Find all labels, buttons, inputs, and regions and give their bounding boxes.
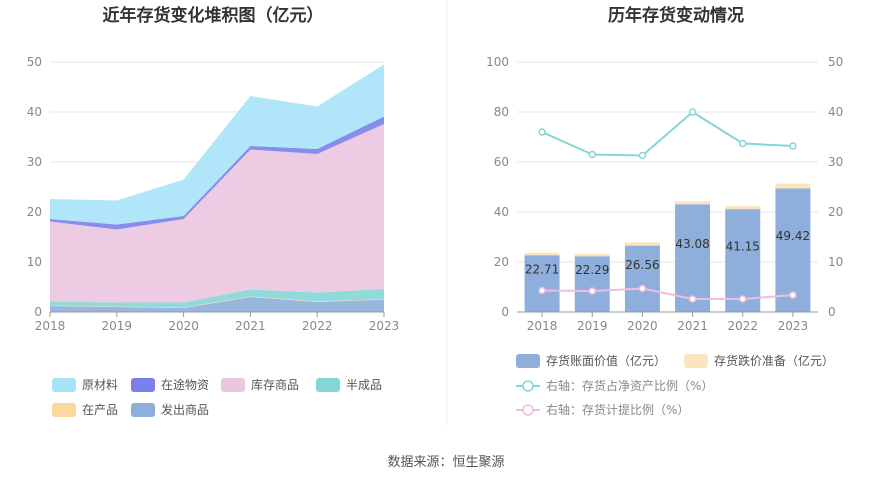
- right-right-y-tick-label: 30: [828, 155, 843, 169]
- left-x-tick-label: 2018: [35, 319, 66, 333]
- legend-swatch: [221, 378, 245, 392]
- legend-label: 在产品: [82, 403, 118, 417]
- right-chart-title: 历年存货变动情况: [608, 5, 744, 26]
- right-chart-grid: [517, 61, 818, 313]
- right-left-y-tick-label: 80: [494, 105, 509, 119]
- right-left-y-tick-label: 20: [494, 255, 509, 269]
- legend-label: 发出商品: [161, 402, 209, 417]
- line-point: [638, 151, 647, 160]
- bar-impairment: [775, 183, 811, 189]
- legend-swatch: [684, 354, 708, 368]
- line-point: [739, 139, 747, 148]
- line-point: [588, 150, 596, 159]
- right-x-tick-label: 2021: [677, 319, 708, 333]
- line-point: [588, 287, 596, 295]
- line-point: [538, 286, 546, 295]
- area-series-0: [50, 297, 384, 312]
- right-left-y-tick-label: 40: [494, 205, 509, 219]
- area-series-1: [50, 296, 384, 308]
- left-x-tick-label: 2019: [102, 319, 133, 333]
- area-series-3: [50, 124, 384, 303]
- right-left-y-tick-label: 60: [494, 155, 509, 169]
- left-y-tick-label: 10: [27, 255, 42, 269]
- line-series-3: [542, 287, 793, 300]
- bar-value-label: 41.15: [726, 240, 760, 254]
- right-right-y-tick-label: 20: [828, 205, 843, 219]
- legend-marker: [522, 404, 534, 416]
- left-chart-axes: 0 10 20 30 40 50 2018 2019 2020 2021 2022 2023: [27, 55, 400, 333]
- left-x-tick-label: 2023: [369, 319, 400, 333]
- left-x-tick-label: 2020: [168, 319, 199, 333]
- left-y-tick-label: 40: [27, 105, 42, 119]
- line-series-2: [541, 110, 793, 157]
- left-x-tick-label: 2021: [235, 319, 266, 333]
- bar-value-label: 22.29: [575, 263, 609, 277]
- line-point: [739, 295, 747, 303]
- legend-swatch: [316, 378, 340, 392]
- right-x-tick-label: 2020: [627, 319, 658, 333]
- right-left-y-tick-label: 0: [501, 305, 509, 319]
- bar-value-label: 49.42: [776, 229, 810, 243]
- bar-impairment: [574, 253, 610, 257]
- data-source: 数据来源：恒生聚源: [387, 455, 504, 470]
- bar-value-label: 43.08: [675, 237, 709, 251]
- right-x-tick-label: 2022: [727, 319, 758, 333]
- line-point: [789, 142, 797, 150]
- legend-swatch: [131, 403, 155, 417]
- legend-marker: [522, 380, 534, 392]
- bar-value-label: 26.56: [625, 258, 659, 272]
- right-chart-axes: 0 20 40 60 80 100 0 10 20 30 40 50 2018 2019 2020 2021 2…: [486, 55, 843, 333]
- left-x-tick-label: 2022: [302, 319, 333, 333]
- bar-impairment: [675, 201, 711, 205]
- left-chart-areas: [50, 64, 384, 312]
- line-point: [638, 284, 647, 293]
- right-right-y-tick-label: 10: [828, 255, 843, 269]
- legend-label: 存货跌价准备（亿元）: [714, 353, 834, 368]
- bar-book-value: [725, 209, 761, 312]
- legend-label: 库存商品: [251, 377, 299, 392]
- legend-label: 原材料: [82, 378, 118, 392]
- legend-label: 存货账面价值（亿元）: [546, 353, 666, 368]
- legend-swatch: [516, 354, 540, 368]
- line-point: [538, 128, 546, 136]
- bar-value-label: 22.71: [525, 263, 559, 277]
- right-x-tick-label: 2023: [778, 319, 809, 333]
- line-point: [688, 108, 697, 116]
- bar-book-value: [574, 256, 610, 312]
- left-chart-title: 近年存货变化堆积图（亿元）: [103, 5, 324, 26]
- left-y-tick-label: 0: [34, 305, 42, 319]
- right-right-y-tick-label: 50: [828, 55, 843, 69]
- right-chart-legend: 存货账面价值（亿元） 存货跌价准备（亿元）右轴：存货占净资产比例（%） 右轴：存货计…: [516, 353, 834, 417]
- right-x-tick-label: 2019: [577, 319, 608, 333]
- bar-impairment: [524, 252, 560, 256]
- legend-label: 在途物资: [161, 377, 209, 392]
- legend-label: 右轴：存货占净资产比例（%）: [546, 378, 713, 393]
- bar-impairment: [725, 206, 761, 210]
- right-right-y-tick-label: 40: [828, 105, 843, 119]
- right-chart-lines: 22.71 22.29 26.56 43.08 41.15 49.42: [525, 108, 810, 303]
- legend-swatch: [52, 378, 76, 392]
- area-series-2: [50, 289, 384, 308]
- right-chart-bars: [524, 183, 811, 312]
- left-y-tick-label: 30: [27, 155, 42, 169]
- bar-impairment: [624, 242, 660, 246]
- legend-label: 右轴：存货计提比例（%）: [546, 402, 689, 417]
- bar-book-value: [524, 255, 560, 312]
- legend-label: 半成品: [346, 378, 382, 392]
- area-series-5: [50, 64, 384, 225]
- legend-swatch: [131, 378, 155, 392]
- right-left-y-tick-label: 100: [486, 55, 509, 69]
- line-point: [688, 295, 697, 303]
- left-y-tick-label: 50: [27, 55, 42, 69]
- legend-swatch: [52, 403, 76, 417]
- right-x-tick-label: 2018: [527, 319, 558, 333]
- line-point: [789, 291, 797, 299]
- bar-book-value: [624, 245, 660, 312]
- left-y-tick-label: 20: [27, 205, 42, 219]
- bar-book-value: [675, 204, 711, 312]
- right-right-y-tick-label: 0: [828, 305, 836, 319]
